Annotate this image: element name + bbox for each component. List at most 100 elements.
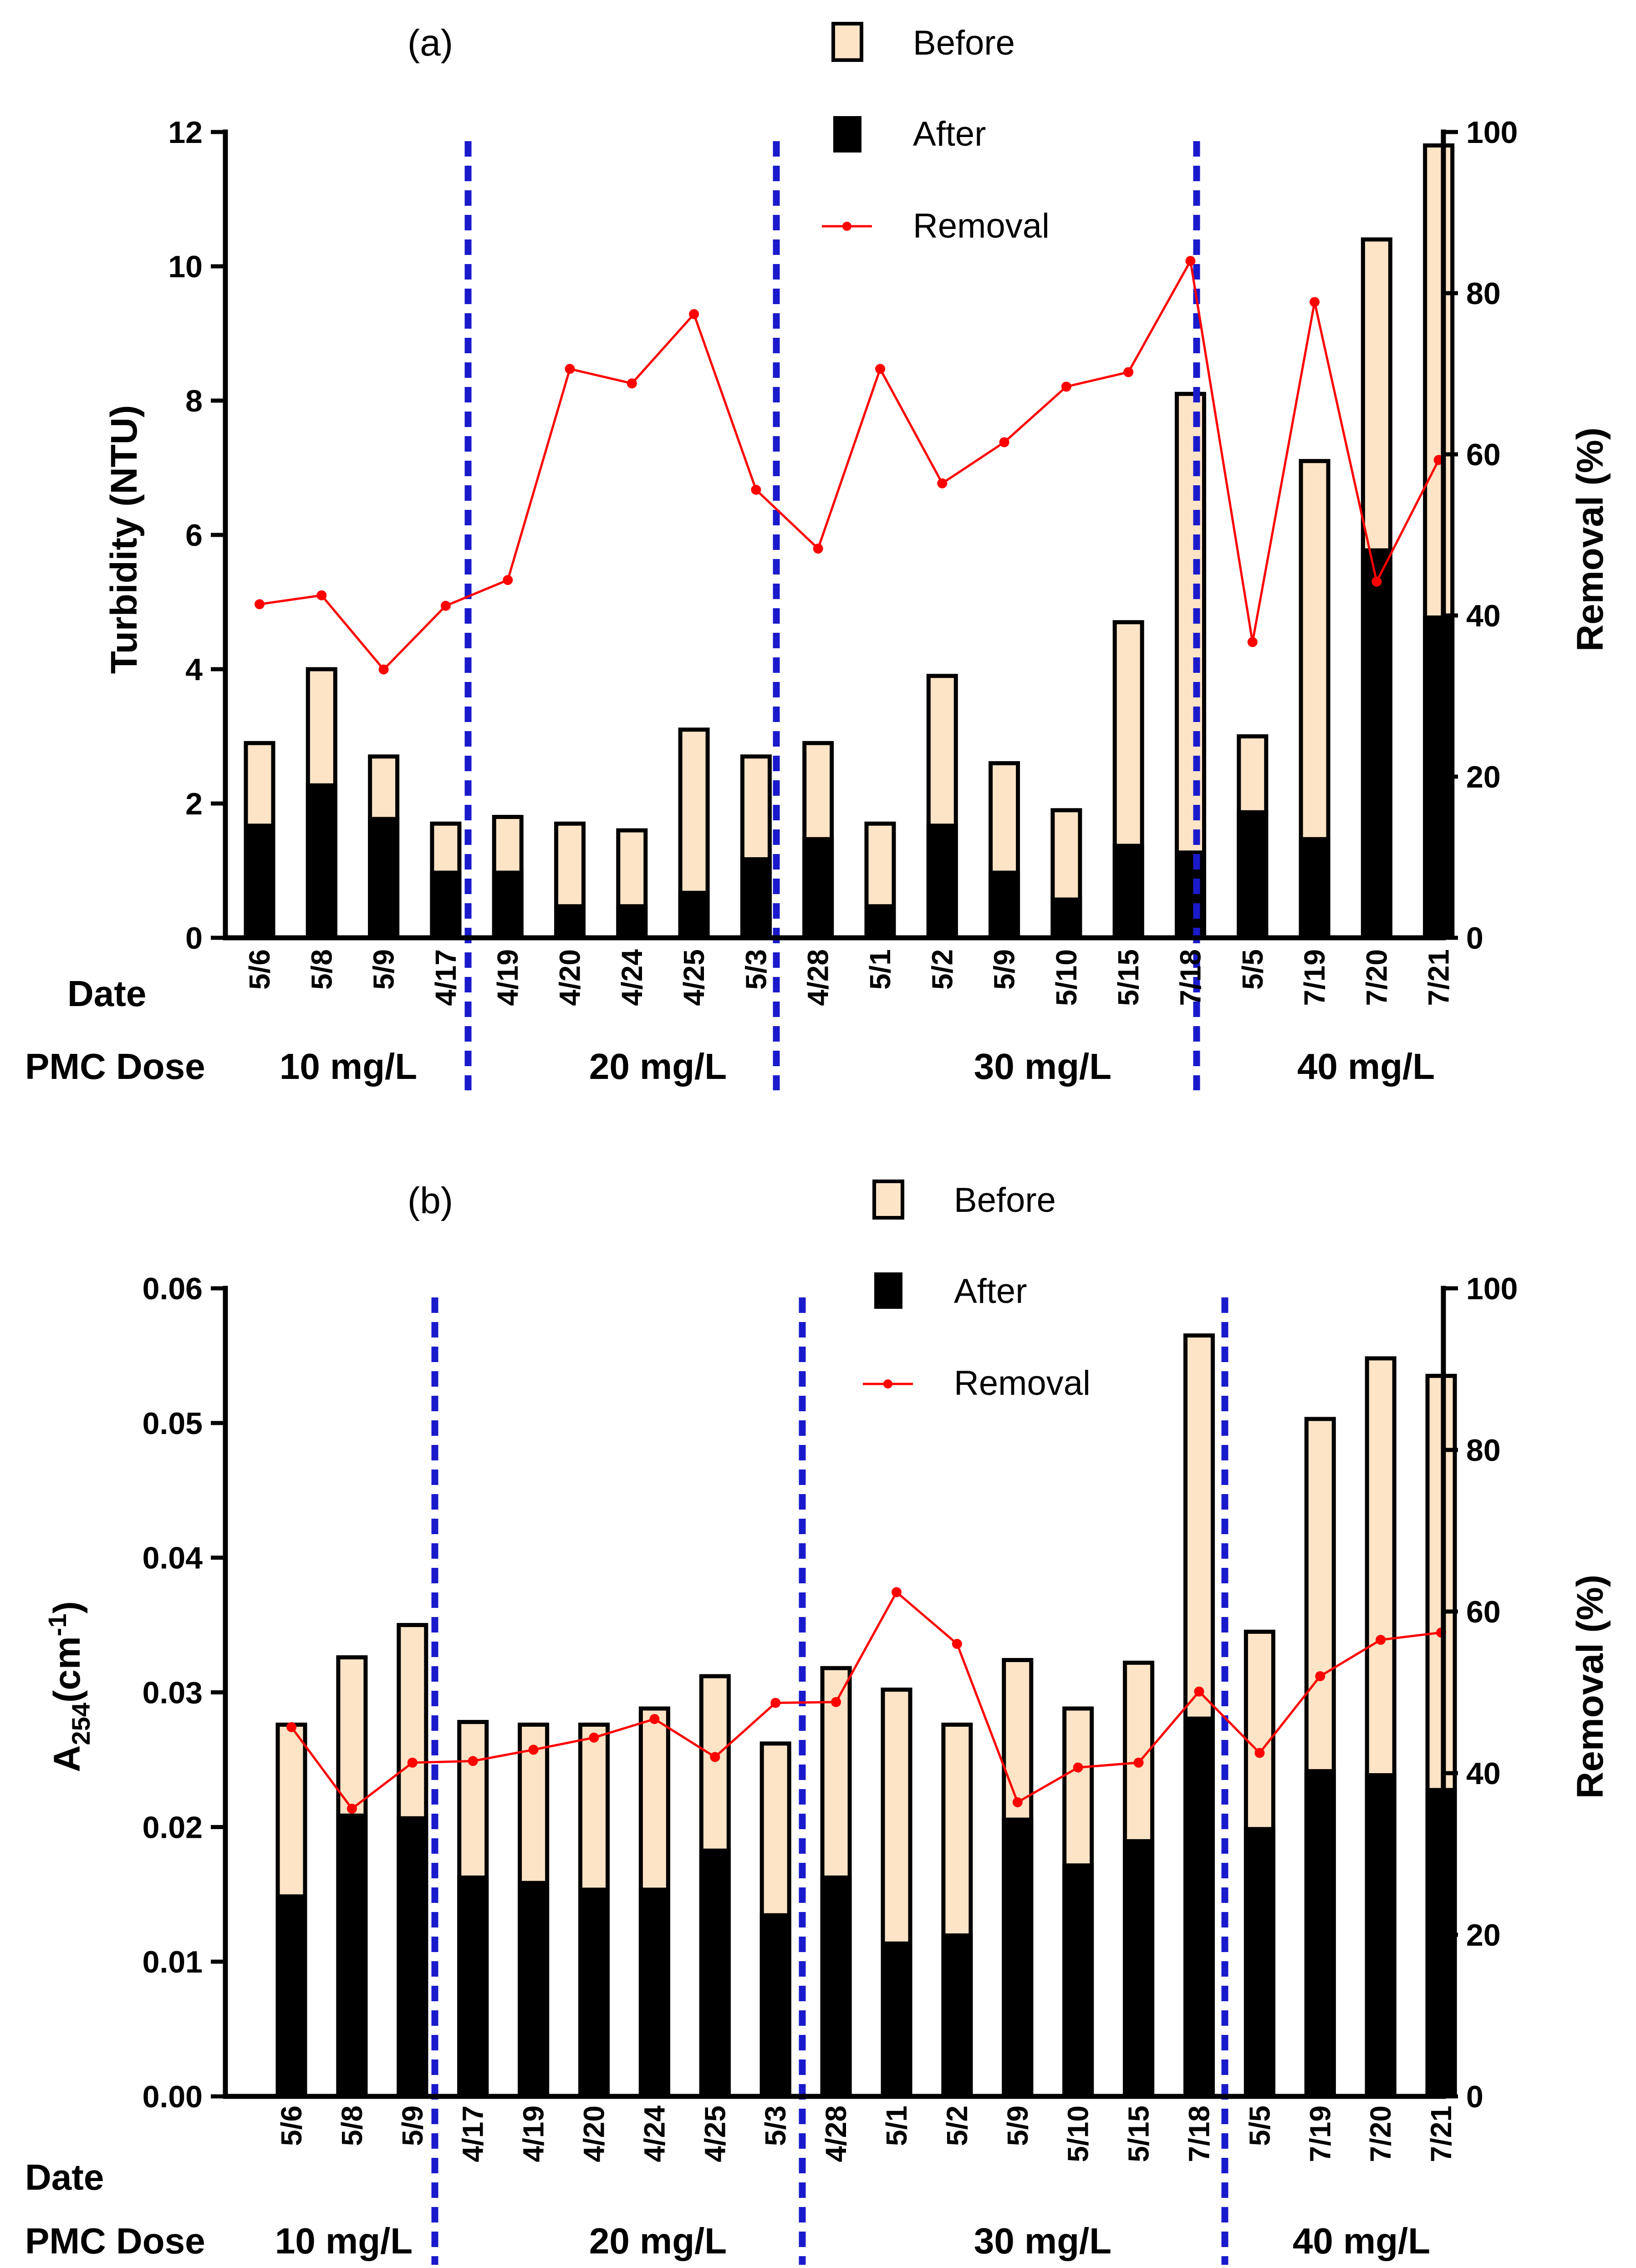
removal-point-5/9 xyxy=(1012,1797,1023,1807)
bar-after-5/10 xyxy=(1050,897,1082,938)
bar-after-5/9 xyxy=(1002,1817,1034,2096)
removal-point-5/9 xyxy=(378,664,389,675)
date-tick-label: 4/25 xyxy=(678,949,710,1006)
bar-after-5/6 xyxy=(244,824,275,938)
removal-point-4/20 xyxy=(589,1732,599,1743)
panel-a-y-axis-title: Turbidity (NTU) xyxy=(103,405,145,674)
removal-point-5/6 xyxy=(255,599,265,610)
removal-point-4/17 xyxy=(440,600,451,611)
removal-series-line xyxy=(290,1590,1442,1810)
legend-removal-label: Removal xyxy=(913,207,1050,245)
panel-b-dose-30: 30 mg/L xyxy=(974,2221,1111,2261)
bar-after-5/9 xyxy=(989,870,1020,938)
removal-point-5/1 xyxy=(875,364,885,374)
panel-a-date-labels: 5/6 5/8 5/9 4/17 4/19 4/20 4/24 4/25 5/3 4/28 5/1 5… xyxy=(243,949,1455,1006)
panel-a-bars xyxy=(244,143,1455,940)
removal-point-5/9 xyxy=(407,1757,418,1768)
bar-after-5/9 xyxy=(397,1816,428,2096)
bar-after-5/5 xyxy=(1237,810,1269,938)
bar-after-5/2 xyxy=(941,1933,973,2096)
date-tick-label: 5/5 xyxy=(1243,2105,1276,2146)
panel-b-removal-line xyxy=(286,1587,1447,1814)
removal-point-7/18 xyxy=(1185,256,1196,266)
date-tick-label: 5/9 xyxy=(988,949,1021,990)
bar-after-4/19 xyxy=(518,1881,550,2096)
date-tick-label: 4/28 xyxy=(802,949,835,1006)
panel-b-dose-20: 20 mg/L xyxy=(589,2221,727,2261)
y-tick-label: 10 xyxy=(168,249,203,284)
removal-point-5/6 xyxy=(286,1722,296,1732)
bar-after-7/19 xyxy=(1299,837,1330,938)
bar-after-5/15 xyxy=(1112,844,1144,938)
y2-tick-label: 100 xyxy=(1466,115,1518,150)
removal-series-line xyxy=(259,257,1440,671)
date-tick-label: 5/2 xyxy=(941,2105,973,2146)
ylabel-unit: (cm xyxy=(46,1636,88,1703)
bar-after-7/19 xyxy=(1304,1769,1336,2096)
date-tick-label: 5/3 xyxy=(739,949,772,990)
y-tick-label: 0.04 xyxy=(143,1541,203,1576)
removal-point-5/10 xyxy=(1061,381,1071,392)
y-tick-label: 12 xyxy=(168,115,203,150)
removal-point-4/19 xyxy=(528,1744,539,1755)
date-tick-label: 5/3 xyxy=(759,2105,792,2146)
removal-point-4/25 xyxy=(710,1752,720,1762)
panel-b-axes: 0.00 0.01 0.02 0.03 0.04 0.05 0.06 0 20 40 60 80 100 xyxy=(143,1271,1518,2114)
panel-a-dose-40: 40 mg/L xyxy=(1297,1046,1435,1087)
removal-point-5/9 xyxy=(999,437,1009,447)
panel-b-date-label: Date xyxy=(25,2157,104,2197)
y2-tick-label: 0 xyxy=(1466,921,1483,956)
legend-after-swatch xyxy=(874,1272,902,1309)
date-tick-label: 5/15 xyxy=(1112,949,1145,1006)
bar-after-5/3 xyxy=(759,1913,791,2096)
y-tick-label: 0 xyxy=(185,921,203,956)
panel-a-removal-line xyxy=(255,256,1444,675)
removal-point-4/19 xyxy=(503,575,513,585)
panel-b-dose-label: PMC Dose xyxy=(25,2221,205,2261)
legend-removal-label: Removal xyxy=(954,1364,1091,1403)
legend-before-label: Before xyxy=(913,24,1015,62)
date-tick-label: 5/6 xyxy=(275,2105,308,2146)
date-tick-label: 5/1 xyxy=(880,2105,913,2146)
bar-after-7/20 xyxy=(1361,548,1392,938)
legend-removal-marker xyxy=(883,1379,892,1388)
date-tick-label: 5/10 xyxy=(1050,949,1083,1006)
bar-after-7/18 xyxy=(1175,850,1206,938)
removal-point-7/20 xyxy=(1371,576,1382,587)
legend-before-swatch xyxy=(872,1180,904,1220)
date-tick-label: 5/8 xyxy=(305,949,338,990)
panel-b-date-labels: 5/6 5/8 5/9 4/17 4/19 4/20 4/24 4/25 5/3 4/28 5/1 5… xyxy=(275,2105,1458,2162)
bar-after-4/20 xyxy=(554,904,586,938)
bar-after-4/20 xyxy=(578,1887,610,2096)
bar-after-4/17 xyxy=(430,870,462,938)
removal-point-5/15 xyxy=(1133,1757,1144,1768)
date-tick-label: 5/15 xyxy=(1122,2105,1155,2162)
y2-tick-label: 60 xyxy=(1466,437,1501,472)
legend-after-label: After xyxy=(954,1272,1027,1311)
bar-after-5/9 xyxy=(368,817,400,938)
y-tick-label: 0.03 xyxy=(143,1676,203,1710)
date-tick-label: 5/10 xyxy=(1062,2105,1095,2162)
bar-after-4/25 xyxy=(678,890,710,938)
y2-tick-label: 40 xyxy=(1466,1756,1501,1791)
removal-point-4/24 xyxy=(649,1714,660,1724)
removal-point-5/8 xyxy=(347,1804,357,1814)
date-tick-label: 5/2 xyxy=(926,949,958,990)
panel-a-dose-label: PMC Dose xyxy=(25,1046,205,1087)
legend-before-swatch xyxy=(831,22,863,62)
ylabel-sub: 254 xyxy=(66,1703,95,1745)
date-tick-label: 4/17 xyxy=(429,949,462,1006)
date-tick-label: 4/20 xyxy=(554,949,586,1006)
bar-after-4/17 xyxy=(457,1875,489,2096)
panel-a-axes: 0 2 4 6 8 10 12 0 20 40 60 80 100 xyxy=(168,115,1518,956)
panel-a-y2-axis-title: Removal (%) xyxy=(1570,427,1611,651)
y-tick-label: 4 xyxy=(185,652,203,687)
date-tick-label: 5/1 xyxy=(864,949,897,990)
bar-after-5/3 xyxy=(740,857,772,938)
y2-tick-label: 20 xyxy=(1466,1918,1501,1953)
removal-point-5/3 xyxy=(770,1698,781,1708)
removal-point-7/19 xyxy=(1310,297,1320,307)
panel-a-date-label: Date xyxy=(67,973,146,1014)
y2-tick-label: 0 xyxy=(1466,2080,1483,2114)
